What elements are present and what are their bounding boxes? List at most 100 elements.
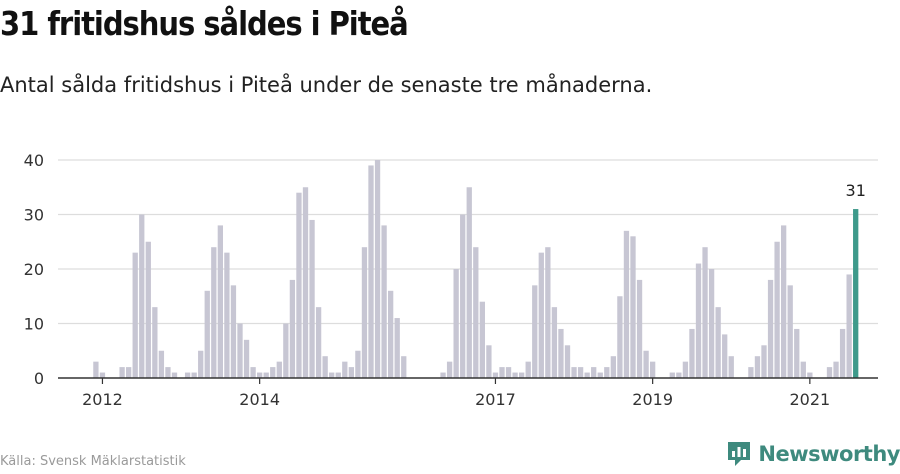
bar — [846, 274, 852, 378]
chart-title: 31 fritidshus såldes i Piteå — [0, 4, 409, 43]
bar — [152, 307, 158, 378]
bar — [519, 372, 525, 378]
bar — [257, 372, 263, 378]
bar — [787, 285, 793, 378]
bar — [237, 323, 243, 378]
brand-name: Newsworthy — [758, 442, 900, 466]
bar-highlight — [853, 209, 859, 378]
bar — [119, 367, 125, 378]
bar — [545, 247, 551, 378]
bar — [833, 361, 839, 378]
bar — [348, 367, 354, 378]
bar — [479, 301, 485, 378]
highlight-value-label: 31 — [846, 181, 866, 200]
bar — [669, 372, 675, 378]
bar — [499, 367, 505, 378]
x-tick-label: 2021 — [789, 390, 830, 409]
bar — [224, 252, 230, 378]
bar — [388, 290, 394, 378]
y-tick-label: 20 — [24, 260, 44, 279]
data-labels: 31 — [846, 181, 866, 200]
bar — [198, 350, 204, 378]
bar — [355, 350, 361, 378]
bar — [617, 296, 623, 378]
bar — [505, 367, 512, 378]
bar — [440, 372, 446, 378]
bar — [296, 192, 302, 378]
brand-logo: Newsworthy — [726, 440, 900, 468]
bar — [243, 339, 250, 378]
bar — [250, 367, 256, 378]
bar — [263, 372, 269, 378]
bar — [289, 279, 296, 378]
bar — [145, 241, 151, 378]
bar — [807, 372, 813, 378]
bar — [623, 230, 630, 378]
bar — [781, 225, 787, 378]
bar — [761, 345, 767, 378]
bar — [800, 361, 806, 378]
bar — [276, 361, 282, 378]
bar — [748, 367, 754, 378]
bar — [342, 361, 348, 378]
bar — [538, 252, 544, 378]
y-tick-label: 10 — [24, 315, 44, 334]
y-tick-label: 0 — [34, 369, 44, 388]
bar — [591, 367, 597, 378]
bar — [158, 350, 165, 378]
bar — [374, 160, 381, 378]
bar — [676, 372, 682, 378]
bar — [826, 367, 833, 378]
bar — [695, 263, 702, 378]
source-note: Källa: Svensk Mäklarstatistik — [0, 454, 186, 469]
bar — [401, 356, 407, 378]
bar — [794, 328, 800, 378]
bar — [610, 356, 616, 378]
bar — [381, 225, 387, 378]
bar — [597, 372, 603, 378]
bar — [630, 236, 636, 378]
bar — [329, 372, 335, 378]
bar — [689, 328, 695, 378]
y-axis: 0 10 20 30 40 — [24, 151, 44, 388]
bar — [315, 307, 322, 378]
bar — [230, 285, 237, 378]
bar — [302, 187, 309, 378]
bar — [283, 323, 289, 378]
bar — [643, 350, 649, 378]
x-tick-label: 2019 — [632, 390, 673, 409]
y-tick-label: 40 — [24, 151, 44, 170]
bar — [584, 372, 590, 378]
bar — [525, 361, 531, 378]
bar — [217, 225, 223, 378]
bar — [532, 285, 538, 378]
x-axis: 2012 2014 2017 2019 2021 — [58, 377, 878, 409]
bar-chart: 0 10 20 30 40 2012 2014 2017 2019 2021 31 — [24, 151, 878, 409]
x-tick-label: 2014 — [239, 390, 280, 409]
bar — [774, 241, 780, 378]
bar — [126, 367, 132, 378]
bar — [184, 372, 191, 378]
bar — [165, 367, 171, 378]
bar — [335, 372, 341, 378]
bar — [512, 372, 518, 378]
bars — [93, 160, 859, 378]
bar — [558, 328, 564, 378]
bar — [361, 247, 368, 378]
bar — [702, 247, 708, 378]
bar — [132, 252, 138, 378]
bar — [211, 247, 217, 378]
bar — [551, 307, 558, 378]
bar — [204, 290, 210, 378]
bar — [453, 269, 459, 378]
bar — [473, 247, 479, 378]
bar — [191, 372, 197, 378]
bar — [728, 356, 734, 378]
chart-subtitle: Antal sålda fritidshus i Piteå under de … — [0, 73, 653, 97]
bar — [486, 345, 492, 378]
bar — [368, 165, 374, 378]
bar — [564, 345, 571, 378]
newsworthy-logo-icon — [728, 442, 751, 466]
bar — [722, 334, 728, 378]
bar — [604, 367, 610, 378]
